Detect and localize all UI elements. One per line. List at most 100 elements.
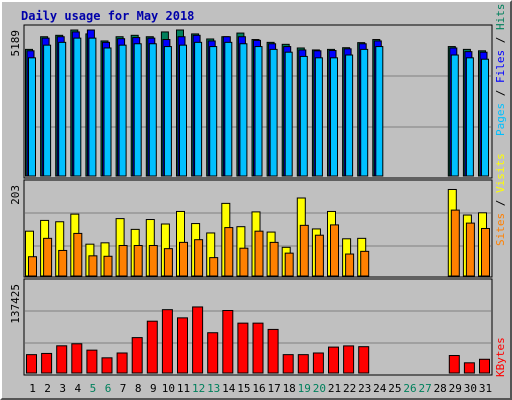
sites-bar — [224, 227, 234, 277]
kbytes-bar — [161, 309, 173, 374]
sites-bar — [163, 248, 173, 277]
pages-bar — [345, 54, 354, 177]
day-label: 28 — [434, 382, 447, 395]
day-label: 6 — [105, 382, 112, 395]
legend-entry-pages: Pages — [494, 103, 507, 136]
day-label: 3 — [59, 382, 66, 395]
sites-bar — [133, 245, 143, 277]
kbytes-bar — [71, 343, 83, 374]
day-label: 24 — [373, 382, 387, 395]
pages-bar — [118, 44, 127, 177]
legend-3: KBytes — [494, 337, 507, 377]
pages-bar — [284, 51, 293, 177]
day-label: 17 — [267, 382, 280, 395]
pages-bar — [133, 43, 142, 177]
sites-bar — [118, 245, 128, 277]
kbytes-bar — [26, 354, 37, 374]
kbytes-bar — [41, 352, 53, 374]
pages-bar — [148, 43, 157, 177]
pages-bar — [58, 41, 67, 177]
day-label: 23 — [358, 382, 371, 395]
kbytes-bar — [207, 332, 219, 374]
pages-bar — [465, 57, 474, 177]
kbytes-bar — [222, 310, 234, 374]
day-label: 13 — [207, 382, 220, 395]
day-label: 1 — [29, 382, 36, 395]
day-label: 21 — [328, 382, 341, 395]
kbytes-bar — [101, 357, 113, 374]
legend-2: Sites / Visits — [494, 153, 507, 246]
pages-bar — [28, 57, 36, 177]
pages-bar — [360, 48, 369, 177]
sites-bar — [450, 209, 460, 277]
max-value-label: 5189 — [9, 30, 22, 57]
pages-bar — [330, 57, 338, 177]
day-label: 25 — [388, 382, 401, 395]
kbytes-bar — [252, 322, 264, 374]
sites-bar — [103, 255, 113, 277]
sites-bar — [209, 257, 219, 277]
sites-bar — [88, 255, 98, 277]
legend-entry-kbytes: KBytes — [494, 337, 507, 377]
pages-bar — [299, 55, 308, 177]
kbytes-bar — [237, 322, 249, 374]
day-label: 27 — [418, 382, 431, 395]
pages-bar — [179, 44, 187, 177]
sites-bar — [465, 222, 475, 277]
day-label: 12 — [192, 382, 205, 395]
sites-bar — [43, 237, 53, 277]
chart-title: Daily usage for May 2018 — [21, 9, 195, 23]
day-label: 31 — [479, 382, 492, 395]
kbytes-bar — [192, 306, 204, 374]
kbytes-bar — [131, 337, 143, 374]
sites-bar — [360, 250, 370, 277]
kbytes-bar — [463, 362, 475, 374]
day-label: 30 — [464, 382, 477, 395]
sites-bar — [481, 227, 490, 277]
pages-bar — [88, 37, 97, 177]
sites-bar — [73, 232, 83, 277]
day-label: 19 — [298, 382, 311, 395]
pages-bar — [224, 41, 233, 177]
kbytes-bar — [146, 320, 158, 374]
legend-separator: / — [494, 83, 507, 103]
sites-bar — [299, 224, 309, 277]
sites-bar — [239, 247, 249, 277]
day-label: 16 — [252, 382, 265, 395]
day-label: 26 — [403, 382, 416, 395]
sites-bar — [330, 224, 339, 277]
pages-bar — [73, 37, 82, 177]
sites-bar — [194, 239, 204, 277]
day-label: 5 — [90, 382, 97, 395]
legend-separator: / — [494, 193, 507, 213]
legend-separator: / — [494, 30, 507, 50]
kbytes-bar — [177, 317, 188, 374]
day-label: 20 — [313, 382, 326, 395]
legend-entry-sites: Sites — [494, 213, 507, 246]
day-label: 4 — [74, 382, 81, 395]
legend-1: Pages / Files / Hits — [494, 4, 507, 137]
max-value-label: 137425 — [9, 284, 22, 324]
pages-bar — [103, 47, 112, 177]
legend-entry-visits: Visits — [494, 153, 507, 193]
sites-bar — [284, 252, 294, 277]
pages-bar — [450, 54, 459, 177]
max-value-label: 203 — [9, 185, 22, 205]
pages-bar — [43, 44, 52, 177]
kbytes-bar — [297, 354, 309, 374]
day-label: 7 — [120, 382, 127, 395]
day-label: 10 — [162, 382, 175, 395]
kbytes-bar — [448, 355, 460, 374]
day-label: 22 — [343, 382, 356, 395]
kbytes-bar — [343, 345, 355, 374]
pages-bar — [163, 46, 172, 177]
kbytes-bar — [282, 354, 294, 374]
sites-bar — [28, 256, 37, 277]
day-label: 8 — [135, 382, 142, 395]
day-label: 2 — [44, 382, 51, 395]
sites-bar — [269, 241, 279, 277]
kbytes-bar — [328, 346, 339, 374]
legend-entry-hits: Hits — [494, 4, 507, 31]
pages-bar — [209, 46, 218, 177]
sites-bar — [254, 230, 264, 277]
